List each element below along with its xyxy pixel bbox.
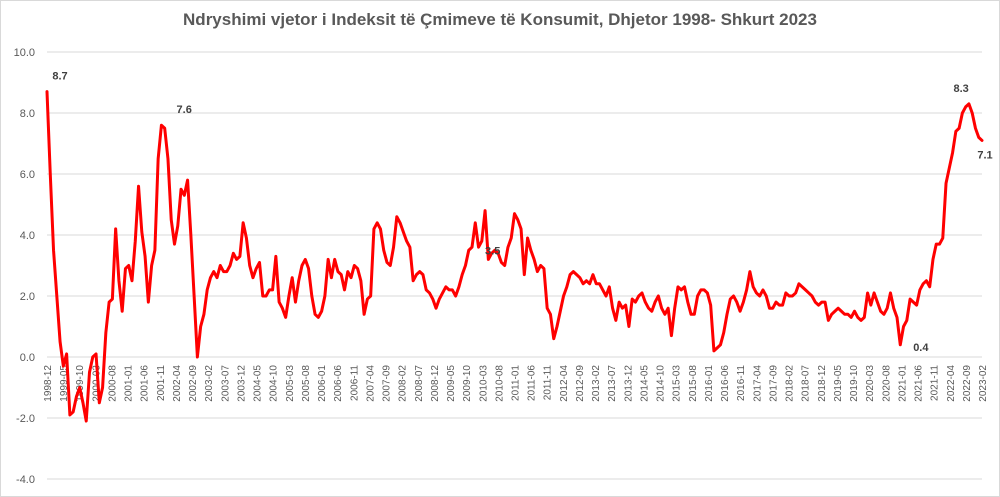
x-tick-label: 2001-06: [140, 365, 151, 402]
x-tick-label: 2012-04: [559, 365, 570, 402]
x-tick-label: 2000-08: [107, 365, 118, 402]
y-tick-label: 0.0: [20, 352, 35, 364]
chart-title: Ndryshimi vjetor i Indeksit të Çmimeve t…: [183, 10, 817, 29]
y-tick-label: 10.0: [14, 47, 35, 59]
x-tick-label: 2021-11: [930, 365, 941, 401]
x-tick-label: 2016-01: [704, 365, 715, 402]
x-tick-label: 2003-07: [220, 365, 231, 402]
x-tick-label: 2011-01: [511, 365, 522, 401]
x-tick-label: 2017-09: [768, 365, 779, 402]
x-tick-label: 2021-06: [914, 365, 925, 402]
x-tick-label: 2020-08: [881, 365, 892, 402]
x-tick-label: 2002-09: [188, 365, 199, 402]
x-axis-tick-labels: 1998-12 1999-05 1999-10 2000-03 2000-08 2001-…: [43, 365, 989, 402]
data-label: 8.7: [52, 71, 67, 83]
x-tick-label: 2008-02: [398, 365, 409, 402]
x-tick-label: 2019-10: [849, 365, 860, 402]
x-tick-label: 2004-10: [269, 365, 280, 402]
x-tick-label: 2012-09: [575, 365, 586, 402]
x-tick-label: 2013-02: [591, 365, 602, 402]
x-tick-label: 2018-12: [817, 365, 828, 402]
x-tick-label: 2005-08: [301, 365, 312, 402]
x-tick-label: 2005-03: [285, 365, 296, 402]
x-tick-label: 2013-07: [607, 365, 618, 402]
x-tick-label: 2016-11: [736, 365, 747, 401]
data-label: 7.6: [177, 104, 192, 116]
y-tick-label: -4.0: [16, 474, 35, 486]
gridlines: [47, 51, 982, 480]
x-tick-label: 2018-07: [801, 365, 812, 402]
x-tick-label: 2009-10: [462, 365, 473, 402]
y-axis-tick-labels: 10.0 8.0 6.0 4.0 2.0 0.0 -2.0 -4.0: [14, 47, 35, 486]
x-tick-label: 2006-11: [349, 365, 360, 401]
x-tick-label: 2004-05: [253, 365, 264, 402]
series-group: [45, 90, 984, 423]
x-tick-label: 2017-04: [752, 365, 763, 402]
x-tick-label: 2015-03: [672, 365, 683, 402]
x-tick-label: 2020-03: [865, 365, 876, 402]
data-label: 3.5: [485, 245, 500, 257]
data-label: 0.4: [913, 342, 929, 354]
x-tick-label: 2016-06: [720, 365, 731, 402]
x-tick-label: 2006-01: [317, 365, 328, 402]
x-tick-label: 2003-02: [204, 365, 215, 402]
y-tick-label: 8.0: [20, 108, 35, 120]
y-tick-label: 6.0: [20, 169, 35, 181]
x-tick-label: 1999-10: [75, 365, 86, 402]
x-tick-label: 2009-05: [446, 365, 457, 402]
x-tick-label: 2001-11: [156, 365, 167, 401]
cpi-series-line: [45, 90, 984, 423]
x-tick-label: 2008-07: [414, 365, 425, 402]
x-tick-label: 2018-02: [785, 365, 796, 402]
y-tick-label: 2.0: [20, 291, 35, 303]
x-tick-label: 2011-11: [543, 365, 554, 401]
x-tick-label: 2007-04: [365, 365, 376, 402]
x-tick-label: 2002-04: [172, 365, 183, 402]
x-tick-label: 2015-08: [688, 365, 699, 402]
x-tick-label: 2003-12: [236, 365, 247, 402]
x-tick-label: 2008-12: [430, 365, 441, 402]
x-tick-label: 2001-01: [124, 365, 135, 402]
data-label-group: 8.7 7.6 3.5 0.4 8.3 7.1: [52, 71, 992, 354]
data-label: 8.3: [953, 83, 968, 95]
x-tick-label: 2013-12: [623, 365, 634, 402]
x-tick-label: 2022-09: [962, 365, 973, 402]
x-tick-label: 1998-12: [43, 365, 54, 402]
x-tick-label: 2010-08: [494, 365, 505, 402]
x-tick-label: 2021-01: [897, 365, 908, 402]
x-tick-label: 2019-05: [833, 365, 844, 402]
x-tick-label: 2022-04: [946, 365, 957, 402]
x-tick-label: 2023-02: [978, 365, 989, 402]
x-tick-label: 2011-06: [527, 365, 538, 401]
x-tick-label: 2014-05: [639, 365, 650, 402]
x-tick-label: 2014-10: [656, 365, 667, 402]
data-label: 7.1: [977, 149, 992, 161]
y-tick-label: 4.0: [20, 230, 35, 242]
x-tick-label: 2010-03: [478, 365, 489, 402]
x-tick-label: 2006-06: [333, 365, 344, 402]
x-tick-label: 2007-09: [382, 365, 393, 402]
y-tick-label: -2.0: [16, 413, 35, 425]
x-tick-label: 1999-05: [59, 365, 70, 402]
